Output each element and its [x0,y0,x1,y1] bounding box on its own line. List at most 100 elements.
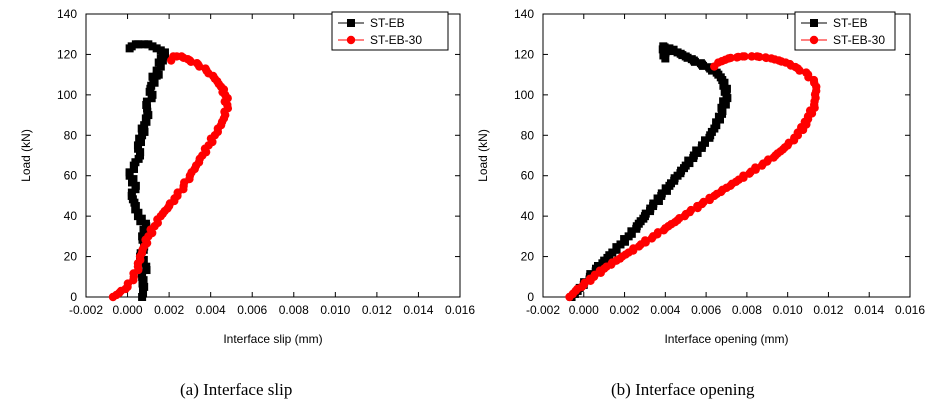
x-tick-label: 0.016 [895,303,925,317]
series-st-eb [567,42,732,301]
data-point [152,66,161,75]
y-tick-label: 0 [527,290,534,304]
x-tick-label: 0.002 [610,303,640,317]
x-tick-label: 0.014 [403,303,433,317]
data-point-fill [142,97,151,106]
chart-panel-2: -0.002 0.000 0.002 0.004 0.006 0.008 0.010 0.01… [476,7,925,346]
x-axis: -0.002 0.000 0.002 0.004 0.006 0.008 0.010 0.01… [526,14,925,317]
legend: ST-EB ST-EB-30 [331,11,449,51]
data-point-fill [649,199,658,208]
legend-label: ST-EB [370,16,405,30]
x-tick-label: 0.002 [154,303,184,317]
y-tick-label: 0 [70,290,77,304]
y-tick-label: 140 [57,7,77,21]
data-point [154,58,163,67]
x-tick-label: 0.016 [445,303,475,317]
y-axis: 0 20 40 60 80 100 120 140 [57,7,460,304]
y-tick-label: 100 [514,88,534,102]
x-tick-label: 0.004 [650,303,680,317]
data-point-fill [719,97,728,106]
data-point-fill [747,52,756,61]
data-point-fill [620,235,629,244]
data-point-fill [141,219,150,228]
data-point [616,240,625,249]
data-point [148,72,157,81]
data-point-fill [712,68,721,77]
data-point [148,42,157,51]
data-point-fill [687,55,696,64]
legend-marker-square [810,19,818,27]
data-point [125,44,134,53]
y-tick-label: 140 [514,7,534,21]
legend-label: ST-EB-30 [833,33,885,47]
x-tick-label: 0.000 [569,303,599,317]
data-point-fill [612,243,621,252]
x-tick-label: 0.010 [773,303,803,317]
legend-box [794,11,896,51]
data-point-fill [627,227,636,236]
y-tick-label: 100 [57,88,77,102]
data-point-fill [640,236,650,245]
caption-interface-opening: (b) Interface opening [611,380,755,399]
plot-frame [85,13,461,298]
x-tick-label: -0.002 [69,303,103,317]
data-point-fill [692,146,701,155]
y-tick-label: 60 [64,169,78,183]
caption-interface-slip: (a) Interface slip [180,380,293,399]
data-point-fill [657,189,666,198]
legend-marker-square [347,19,355,27]
x-axis-label: Interface opening (mm) [664,332,788,346]
x-tick-label: 0.006 [237,303,267,317]
data-point-fill [802,68,811,77]
y-tick-label: 80 [521,128,535,142]
x-tick-label: 0.012 [813,303,843,317]
x-tick-label: 0.010 [320,303,350,317]
y-axis: 0 20 40 60 80 100 120 140 [514,7,910,304]
x-tick-label: 0.012 [362,303,392,317]
data-point-fill [761,53,770,62]
y-tick-label: 80 [64,128,78,142]
chart-panel-1: -0.002 0.000 0.002 0.004 0.006 0.008 0.010 0.01… [19,7,475,346]
data-point [665,44,674,53]
legend-marker-circle [809,35,819,45]
y-tick-label: 20 [521,250,535,264]
data-point-fill [137,269,146,278]
data-point [710,62,719,71]
y-axis-label: Load (kN) [19,129,33,182]
data-point-fill [701,136,710,145]
data-point-fill [732,53,742,62]
data-point-fill [586,270,595,279]
data-point-fill [717,103,726,112]
data-point [144,40,153,49]
y-tick-label: 120 [57,47,77,61]
y-tick-label: 40 [64,209,78,223]
series-st-eb-30 [108,52,233,302]
y-tick-label: 120 [514,47,534,61]
x-axis: -0.002 0.000 0.002 0.004 0.006 0.008 0.010 0.01… [69,14,475,317]
x-tick-label: -0.002 [526,303,560,317]
data-point [156,46,165,55]
data-point [131,40,140,49]
y-tick-label: 40 [521,209,535,223]
data-point-fill [705,63,714,72]
series-st-eb [125,40,169,301]
x-axis-label: Interface slip (mm) [223,332,322,346]
data-point-fill [684,156,693,165]
data-point-fill [594,262,603,271]
data-point [608,248,617,257]
y-tick-label: 20 [64,250,78,264]
data-point [152,44,161,53]
data-point [166,56,176,65]
y-tick-label: 60 [521,169,535,183]
series-line [571,45,728,298]
data-point-fill [686,205,696,215]
data-point [154,70,163,79]
data-point [156,62,165,71]
x-tick-label: 0.000 [113,303,143,317]
legend-label: ST-EB [833,16,868,30]
data-point-fill [751,163,760,172]
x-tick-label: 0.006 [691,303,721,317]
x-tick-label: 0.008 [732,303,762,317]
data-point [156,54,165,63]
